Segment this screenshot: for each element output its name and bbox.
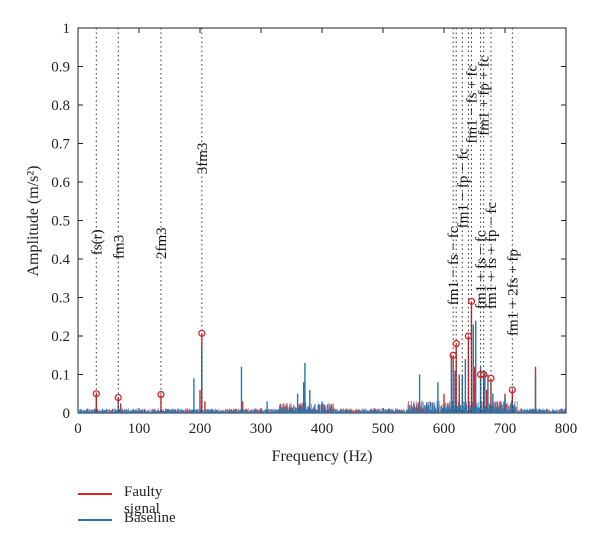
peak-marker: [476, 370, 485, 379]
y-axis-label: Amplitude (m/s²): [25, 165, 42, 276]
annotation-label: fm1 + 2fs + fp: [505, 249, 521, 336]
peak-marker: [487, 374, 495, 383]
annotation-label: fm1 − fs − fc: [446, 226, 462, 305]
y-tick-label: 0.2: [51, 329, 70, 345]
annotation-label: fm1 − fs + fc: [464, 65, 480, 144]
annotation-label: fs(r): [89, 229, 105, 255]
y-tick-label: 0.3: [51, 291, 70, 307]
peak-markers: [92, 297, 516, 402]
x-axis-label: Frequency (Hz): [272, 448, 373, 465]
y-tick-label: 0.6: [51, 175, 70, 191]
annotation-label: 3fm3: [195, 143, 211, 175]
x-tick-label: 300: [250, 421, 273, 437]
y-tick-label: 0.8: [51, 98, 70, 114]
peak-marker: [479, 370, 488, 379]
annotation-label: fm1 + fp + fc: [477, 55, 493, 136]
x-tick-label: 0: [74, 421, 82, 437]
y-tick-label: 0.4: [51, 252, 70, 268]
y-tick-label: 0.5: [51, 214, 70, 230]
peak-marker: [464, 332, 473, 340]
peak-marker: [508, 386, 516, 394]
annotation-label: fm1 + fs − fc: [474, 230, 490, 309]
peak-marker: [198, 329, 206, 337]
tick-labels: 0 100 200 300 400 500 600 700 800 0 0.1 0.2 0.3 0.4 0.…: [51, 21, 577, 437]
y-tick-label: 0.1: [51, 368, 70, 384]
annotation-label: 2fm3: [154, 227, 170, 259]
annotation-label: fm1 − fp − fc: [455, 148, 471, 229]
annotation-label: fm1 + fs + fp − fc: [484, 202, 500, 309]
y-tick-label: 0.7: [51, 137, 70, 153]
x-tick-label: 800: [555, 421, 578, 437]
x-tick-label: 600: [433, 421, 456, 437]
y-tick-label: 0.9: [51, 60, 70, 76]
peak-marker: [449, 351, 457, 359]
legend-swatch-faulty: [78, 493, 112, 495]
peak-marker: [114, 393, 122, 402]
x-tick-label: 200: [189, 421, 212, 437]
x-tick-label: 700: [494, 421, 517, 437]
legend-swatch-baseline: [78, 519, 112, 521]
series-layer: [77, 301, 566, 413]
x-tick-label: 500: [372, 421, 395, 437]
peak-marker: [452, 340, 460, 348]
x-tick-label: 400: [311, 421, 334, 437]
series-noise-floor: [77, 400, 566, 413]
series-baseline: [77, 320, 566, 413]
peak-marker: [92, 390, 100, 398]
legend-label-baseline: Baseline: [124, 510, 176, 526]
peak-marker: [157, 390, 165, 399]
y-tick-label: 0: [63, 406, 71, 422]
peak-marker: [467, 297, 476, 306]
annotation-label: fm3: [111, 235, 127, 259]
y-tick-label: 1: [63, 21, 71, 37]
annotation-lines: [95, 28, 513, 413]
legend-label-faulty: Faulty signal: [124, 484, 163, 517]
x-tick-label: 100: [128, 421, 151, 437]
